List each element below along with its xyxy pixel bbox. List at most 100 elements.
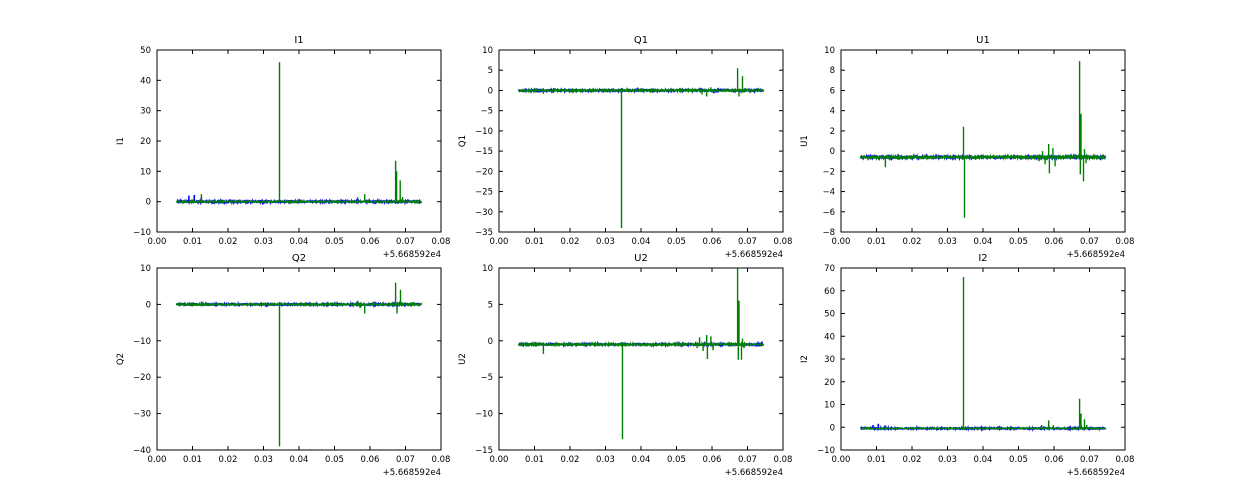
- x-tick-label: 0.08: [774, 455, 793, 465]
- x-tick-label: 0.07: [1080, 237, 1099, 247]
- subplot-title: U2: [634, 253, 648, 264]
- subplot-q2: 0.00 0.01 0.02 0.03 0.04 0.05 0.06 0.07 0.08 −40 −…: [116, 253, 450, 478]
- x-offset-label: +5.668592e4: [1067, 468, 1125, 478]
- y-tick-label: −20: [133, 373, 151, 383]
- y-tick-label: −6: [822, 208, 835, 218]
- x-tick-label: 0.01: [867, 237, 886, 247]
- series-signal-line: [517, 268, 765, 440]
- y-tick-label: −4: [822, 188, 835, 198]
- x-tick-label: 0.00: [490, 237, 509, 247]
- x-tick-label: 0.03: [938, 455, 957, 465]
- y-tick-label: 20: [824, 378, 835, 388]
- subplot-u1: 0.00 0.01 0.02 0.03 0.04 0.05 0.06 0.07 0.08 −8 −6…: [800, 35, 1134, 260]
- x-tick-label: 0.05: [667, 237, 686, 247]
- x-tick-label: 0.06: [361, 455, 380, 465]
- x-tick-label: 0.06: [703, 455, 722, 465]
- y-tick-label: 2: [830, 127, 835, 137]
- y-tick-label: 5: [488, 300, 493, 310]
- axes-frame: [840, 49, 1126, 233]
- y-tick-label: −10: [475, 410, 493, 420]
- y-tick-label: 0: [146, 300, 151, 310]
- x-tick-label: 0.01: [183, 455, 202, 465]
- x-tick-label: 0.07: [396, 237, 415, 247]
- y-tick-label: −10: [817, 446, 835, 456]
- x-tick-label: 0.02: [561, 237, 580, 247]
- y-tick-label: 50: [824, 310, 835, 320]
- x-tick-label: 0.04: [974, 237, 993, 247]
- y-tick-label: 30: [824, 355, 835, 365]
- x-tick-label: 0.06: [1045, 237, 1064, 247]
- y-tick-label: −20: [475, 167, 493, 177]
- y-tick-label: 70: [824, 264, 835, 274]
- y-tick-label: −10: [133, 228, 151, 238]
- subplot-title: I2: [978, 253, 987, 264]
- y-axis-label: I1: [116, 137, 126, 145]
- x-tick-label: 0.03: [938, 237, 957, 247]
- series-signal-line: [859, 61, 1107, 218]
- x-tick-label: 0.06: [1045, 455, 1064, 465]
- y-tick-label: 40: [140, 76, 151, 86]
- y-tick-label: 10: [140, 264, 151, 274]
- y-tick-label: −8: [822, 228, 835, 238]
- y-tick-label: −5: [480, 373, 493, 383]
- x-tick-label: 0.05: [325, 237, 344, 247]
- x-tick-label: 0.04: [290, 237, 309, 247]
- x-offset-label: +5.668592e4: [725, 468, 783, 478]
- x-tick-label: 0.02: [903, 455, 922, 465]
- y-tick-label: 10: [824, 46, 835, 56]
- y-tick-label: −30: [133, 410, 151, 420]
- subplot-i1: 0.00 0.01 0.02 0.03 0.04 0.05 0.06 0.07 0.08 −10 0…: [116, 35, 450, 260]
- subplot-i2: 0.00 0.01 0.02 0.03 0.04 0.05 0.06 0.07 0.08 −10 0…: [800, 253, 1134, 478]
- x-tick-label: 0.08: [432, 455, 451, 465]
- x-tick-label: 0.04: [632, 455, 651, 465]
- x-tick-label: 0.05: [667, 455, 686, 465]
- y-tick-label: 0: [146, 198, 151, 208]
- y-tick-label: −40: [133, 446, 151, 456]
- axes-frame: [498, 267, 784, 451]
- x-tick-label: 0.08: [1116, 455, 1135, 465]
- subplot-u2: 0.00 0.01 0.02 0.03 0.04 0.05 0.06 0.07 0.08 −15 −…: [458, 253, 792, 478]
- axes-frame: [840, 267, 1126, 451]
- x-tick-label: 0.01: [183, 237, 202, 247]
- y-tick-label: 30: [140, 107, 151, 117]
- y-tick-label: 50: [140, 46, 151, 56]
- subplot-title: U1: [976, 35, 990, 46]
- y-tick-label: 4: [830, 107, 835, 117]
- x-tick-label: 0.00: [832, 237, 851, 247]
- axes-frame: [498, 49, 784, 233]
- x-tick-label: 0.04: [290, 455, 309, 465]
- x-tick-label: 0.08: [1116, 237, 1135, 247]
- y-tick-label: 20: [140, 137, 151, 147]
- y-tick-label: 0: [488, 337, 493, 347]
- x-offset-label: +5.668592e4: [383, 250, 441, 260]
- x-tick-label: 0.01: [525, 237, 544, 247]
- y-tick-label: −2: [822, 167, 835, 177]
- x-tick-label: 0.00: [148, 455, 167, 465]
- x-tick-label: 0.08: [432, 237, 451, 247]
- x-tick-label: 0.06: [703, 237, 722, 247]
- y-tick-label: −15: [475, 446, 493, 456]
- series-signal-line: [860, 277, 1107, 431]
- x-tick-label: 0.07: [738, 237, 757, 247]
- y-tick-label: −30: [475, 208, 493, 218]
- x-tick-label: 0.05: [325, 455, 344, 465]
- x-tick-label: 0.06: [361, 237, 380, 247]
- y-tick-label: 6: [830, 86, 835, 96]
- x-tick-label: 0.04: [632, 237, 651, 247]
- series-signal-line: [175, 62, 423, 205]
- x-tick-label: 0.05: [1009, 455, 1028, 465]
- y-axis-label: I2: [800, 355, 810, 363]
- x-tick-label: 0.01: [867, 455, 886, 465]
- subplot-title: Q2: [292, 253, 306, 264]
- y-axis-label: U2: [458, 353, 468, 365]
- y-axis-label: Q2: [116, 353, 126, 365]
- x-tick-label: 0.00: [832, 455, 851, 465]
- x-tick-label: 0.01: [525, 455, 544, 465]
- x-tick-label: 0.02: [219, 237, 238, 247]
- x-tick-label: 0.07: [1080, 455, 1099, 465]
- y-tick-label: 8: [830, 66, 835, 76]
- subplot-title: Q1: [634, 35, 648, 46]
- x-tick-label: 0.00: [490, 455, 509, 465]
- series-signal-line: [518, 68, 765, 228]
